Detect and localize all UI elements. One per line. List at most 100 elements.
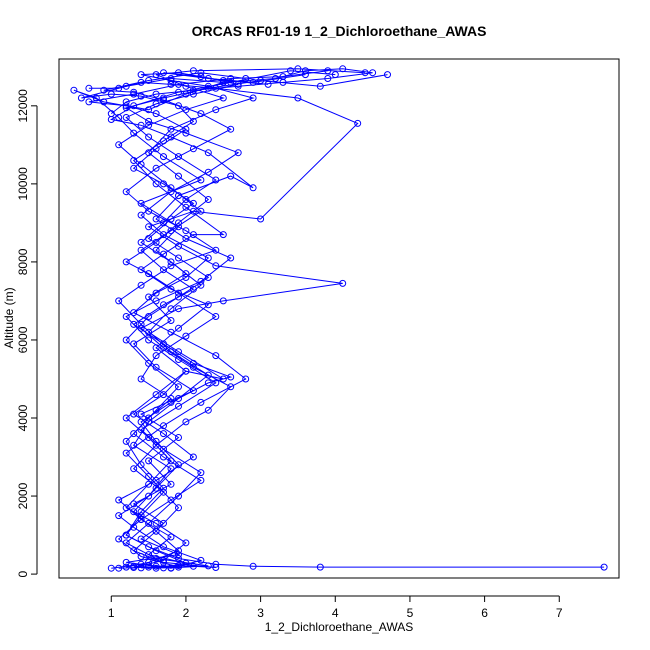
data-point — [100, 86, 108, 94]
x-tick-label: 6 — [481, 606, 488, 620]
data-point — [145, 551, 153, 559]
data-point — [175, 348, 182, 356]
data-point — [137, 199, 145, 207]
x-tick-label: 2 — [183, 606, 190, 620]
data-point — [249, 184, 257, 192]
data-point — [85, 98, 93, 106]
y-axis-title: Altitude (m) — [2, 287, 16, 348]
data-point — [175, 402, 182, 410]
data-point — [130, 465, 138, 473]
data-point — [212, 176, 220, 184]
data-point — [152, 289, 160, 297]
data-point — [175, 153, 182, 161]
data-point — [160, 484, 167, 492]
data-point — [152, 180, 160, 188]
data-point — [152, 145, 160, 153]
data-point — [175, 223, 182, 231]
data-point — [137, 410, 145, 418]
data-point — [137, 553, 145, 560]
data-point — [122, 563, 130, 571]
data-point — [182, 227, 190, 235]
data-point — [384, 71, 391, 79]
data-point — [197, 69, 205, 77]
data-point — [145, 328, 153, 336]
data-point — [361, 69, 369, 77]
data-point — [137, 320, 145, 328]
data-point — [160, 180, 167, 188]
data-point — [160, 219, 167, 227]
data-point — [167, 317, 175, 324]
data-point — [204, 254, 212, 262]
data-point — [115, 297, 123, 305]
data-point — [115, 512, 123, 520]
data-point — [234, 149, 242, 157]
y-tick-label: 4000 — [16, 404, 30, 431]
data-point — [137, 508, 145, 516]
data-point — [145, 457, 153, 465]
data-point — [130, 309, 138, 317]
data-point — [175, 289, 182, 297]
data-point — [249, 562, 257, 570]
data-point — [145, 133, 153, 141]
data-point — [212, 564, 220, 571]
data-point — [227, 254, 235, 262]
data-point — [242, 375, 250, 383]
data-point — [167, 258, 175, 266]
data-point — [152, 519, 160, 527]
data-point — [182, 129, 190, 137]
data-point — [137, 211, 145, 219]
series-line — [109, 70, 336, 569]
data-point — [197, 281, 205, 289]
data-point — [219, 297, 227, 305]
data-point — [167, 227, 175, 235]
data-point — [189, 387, 197, 395]
data-point — [227, 383, 235, 391]
data-point — [175, 172, 182, 180]
data-point — [219, 375, 227, 383]
data-point — [204, 149, 212, 157]
data-point — [115, 564, 123, 572]
data-point — [182, 418, 190, 426]
data-point — [197, 556, 205, 564]
data-point — [175, 563, 182, 571]
data-point — [122, 258, 130, 266]
data-point — [145, 336, 153, 344]
data-point — [182, 270, 190, 278]
data-point — [145, 121, 153, 129]
data-point — [145, 473, 153, 480]
data-point — [160, 96, 167, 104]
series-line — [125, 72, 306, 568]
data-point — [324, 75, 332, 82]
data-point — [212, 106, 220, 114]
x-tick-label: 1 — [108, 606, 115, 620]
y-axis: 0 2000 4000 6000 8000 10000 12000 — [16, 89, 38, 577]
data-point — [152, 215, 160, 223]
y-tick-label: 2000 — [16, 482, 30, 509]
data-point — [130, 430, 138, 438]
data-point — [189, 90, 197, 98]
data-point — [137, 266, 145, 274]
data-point — [279, 73, 287, 81]
data-point — [167, 533, 175, 541]
data-point — [145, 562, 153, 569]
data-point — [122, 414, 130, 422]
data-point — [145, 270, 153, 278]
data-point — [175, 293, 182, 301]
series-line — [88, 70, 328, 568]
data-point — [197, 277, 205, 285]
data-point — [152, 437, 160, 445]
data-point — [137, 461, 145, 469]
data-point — [249, 94, 257, 102]
data-point — [219, 94, 227, 102]
data-point — [182, 235, 190, 242]
data-point — [204, 379, 212, 387]
data-point — [145, 313, 153, 320]
data-point — [152, 484, 160, 492]
data-point — [197, 176, 205, 184]
data-point — [122, 313, 130, 320]
data-point — [115, 141, 123, 149]
data-point — [234, 82, 242, 90]
data-point — [145, 207, 153, 215]
data-point — [324, 67, 332, 75]
data-point — [189, 199, 197, 207]
